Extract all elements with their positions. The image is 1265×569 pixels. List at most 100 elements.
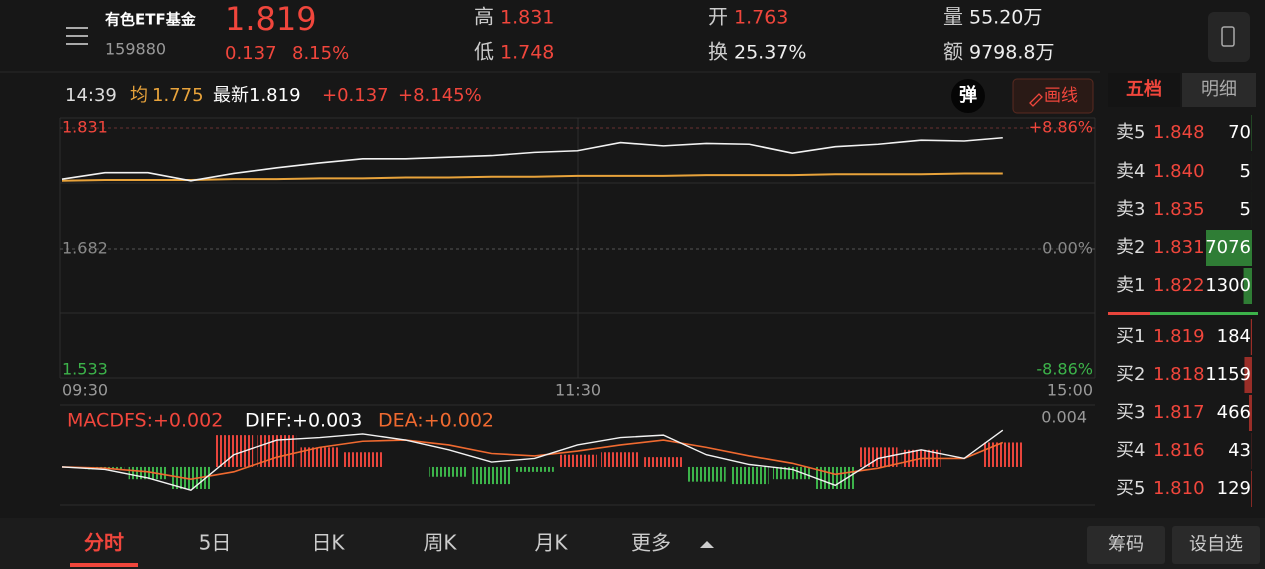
bottom-tab[interactable]: 周K — [423, 531, 457, 555]
tab-five[interactable] — [1108, 73, 1180, 107]
volume-bar — [1206, 230, 1252, 266]
macd-legend: MACDFS:+0.002 — [67, 410, 223, 432]
stat-label: 低 — [474, 40, 494, 64]
stat-value: 1.763 — [734, 7, 788, 29]
macd-bar — [429, 466, 468, 477]
info-change-pct: +8.145% — [398, 85, 482, 106]
fund-code: 159880 — [105, 40, 166, 59]
volume-bar — [1251, 471, 1252, 507]
volume-bar — [1244, 357, 1252, 393]
bottom-tab[interactable]: 分时 — [84, 531, 124, 555]
stat-label: 换 — [708, 40, 728, 64]
stat-label: 额 — [943, 40, 963, 64]
book-price: 1.822 — [1153, 275, 1205, 296]
bottom-tab[interactable]: 月K — [534, 531, 568, 555]
latest: 最新1.819 — [213, 85, 301, 106]
macd-bar — [730, 466, 769, 485]
book-volume: 7076 — [1205, 237, 1251, 258]
avg-price: 1.775 — [152, 85, 204, 106]
stat-value: 55.20万 — [969, 7, 1042, 29]
bottom-tab[interactable]: 5日 — [199, 531, 232, 555]
y-tick-label: 1.831 — [62, 118, 108, 137]
watchlist-button[interactable] — [1172, 526, 1260, 564]
draw-button-label: 画线 — [1044, 86, 1078, 106]
y-tick-label: 1.533 — [62, 360, 108, 379]
time-label: 15:00 — [1047, 381, 1093, 400]
book-label: 卖1 — [1116, 275, 1145, 296]
avg-label: 均 — [130, 85, 148, 106]
last-price: 1.819 — [225, 0, 317, 38]
menu-icon[interactable] — [66, 27, 88, 45]
stat-value: 1.748 — [500, 42, 554, 64]
chips-button[interactable] — [1087, 526, 1165, 564]
book-price: 1.840 — [1153, 161, 1205, 182]
pen-icon — [1029, 93, 1043, 107]
book-volume: 43 — [1228, 440, 1251, 461]
time-label: 09:30 — [62, 381, 108, 400]
book-price: 1.818 — [1153, 364, 1205, 385]
macd-bar — [343, 452, 383, 467]
price-line — [61, 136, 1003, 182]
more-arrow[interactable] — [700, 541, 714, 548]
tab-detail[interactable] — [1182, 73, 1256, 107]
button-label: 筹码 — [1108, 534, 1144, 555]
volume-bar — [1243, 268, 1252, 304]
macd-tick-label: 0.004 — [1041, 408, 1087, 427]
book-price: 1.831 — [1153, 237, 1205, 258]
float-button[interactable] — [951, 79, 985, 113]
pct-label: -8.86% — [1036, 360, 1093, 379]
change: 0.137 — [225, 43, 277, 64]
macd-legend: DIFF:+0.003 — [245, 410, 362, 432]
stat-value: 1.831 — [500, 7, 554, 29]
info-change: +0.137 — [322, 85, 389, 106]
macd-bar — [858, 447, 898, 467]
stat-value: 25.37% — [734, 42, 806, 64]
change-pct: 8.15% — [292, 43, 349, 64]
book-volume: 184 — [1217, 326, 1251, 347]
macd-bar — [687, 466, 726, 482]
book-price: 1.835 — [1153, 199, 1205, 220]
active-tab-underline — [70, 563, 138, 567]
stat-label: 高 — [474, 5, 494, 29]
pct-label: +8.86% — [1029, 118, 1093, 137]
book-price: 1.848 — [1153, 122, 1205, 143]
time-label: 11:30 — [555, 381, 601, 400]
info-time: 14:39 — [65, 85, 117, 106]
macd-bar — [300, 447, 340, 467]
stat-value: 9798.8万 — [969, 42, 1054, 64]
bottom-bar — [0, 518, 1265, 569]
macd-bar — [644, 457, 683, 467]
book-volume: 129 — [1217, 478, 1251, 499]
book-label: 买3 — [1116, 402, 1145, 423]
avg-line — [61, 172, 1003, 182]
book-volume: 5 — [1240, 161, 1251, 182]
draw-button[interactable] — [1012, 78, 1094, 114]
bottom-tab[interactable]: 更多 — [631, 531, 671, 555]
book-volume: 70 — [1228, 122, 1251, 143]
book-volume: 466 — [1217, 402, 1251, 423]
macd-bar — [472, 466, 511, 485]
bottom-tab[interactable]: 日K — [311, 531, 345, 555]
book-volume: 1300 — [1205, 275, 1251, 296]
device-icon — [1221, 26, 1235, 47]
book-label: 买5 — [1116, 478, 1145, 499]
macd-bar — [558, 454, 597, 467]
book-label: 卖3 — [1116, 199, 1145, 220]
tab-label: 明细 — [1201, 79, 1237, 100]
macd-bar — [171, 466, 211, 489]
book-volume: 1159 — [1205, 364, 1251, 385]
fund-name: 有色ETF基金 — [105, 11, 197, 29]
book-label: 买4 — [1116, 440, 1145, 461]
book-price: 1.810 — [1153, 478, 1205, 499]
book-price: 1.816 — [1153, 440, 1205, 461]
stat-label: 量 — [943, 5, 963, 29]
dea-line — [61, 439, 1004, 481]
macd-bar — [214, 435, 254, 467]
volume-bar — [1250, 319, 1252, 355]
macd-bar — [772, 466, 812, 480]
book-label: 卖5 — [1116, 122, 1145, 143]
device-button[interactable] — [1208, 12, 1250, 62]
chart-frame — [59, 117, 1096, 506]
stat-label: 开 — [708, 5, 728, 29]
